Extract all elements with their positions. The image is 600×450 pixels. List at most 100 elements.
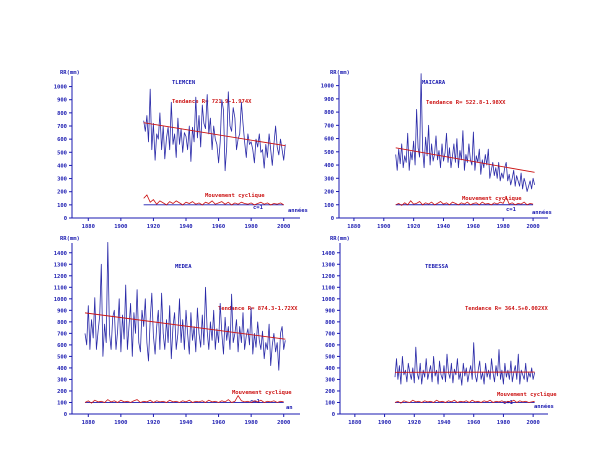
x-tick-label: 1920	[147, 420, 160, 426]
chart-medea: 0 100 200 300 400 500 600 700 800 900 1000 1100 1200…	[54, 236, 300, 426]
y-tick-label: 300	[57, 377, 67, 383]
y-tick-label: 1200	[322, 274, 335, 280]
cyclic-baseline-label: c=1	[253, 205, 264, 211]
cyclic-baseline-label: c=1	[506, 207, 517, 213]
trend-line	[84, 312, 286, 340]
x-tick-label: 1920	[147, 224, 160, 230]
y-tick-label: 200	[325, 389, 335, 395]
y-tick-label: 400	[324, 163, 334, 169]
chart-title: MEDEA	[175, 264, 192, 270]
y-tick-label: 0	[64, 412, 67, 418]
y-tick-label: 1000	[322, 297, 335, 303]
trend-label: Tendance R= 874.3-1.72XX	[218, 306, 298, 312]
y-tick-label: 400	[57, 163, 67, 169]
x-tick-label: 2000	[527, 420, 540, 426]
x-tick-label: 1940	[437, 224, 450, 230]
y-tick-label: 100	[324, 203, 334, 209]
y-tick-label: 1200	[54, 274, 67, 280]
series-line-rr	[143, 88, 286, 172]
x-tick-label: 1980	[245, 224, 258, 230]
trend-label: Tendance R= 522.8-1.98XX	[426, 100, 506, 106]
x-tick-label: 1900	[378, 420, 391, 426]
y-tick-label: 200	[57, 190, 67, 196]
trend-line	[395, 147, 535, 173]
x-tick-label: 2000	[277, 420, 290, 426]
cyclic-label: Mouvement cyclique	[462, 196, 522, 202]
y-tick-label: 200	[324, 190, 334, 196]
series-line-cyclic	[143, 194, 284, 206]
x-tick-label: 1900	[377, 224, 390, 230]
cyclic-label: Mouvement cyclique	[232, 390, 292, 396]
y-axis-label: RR(mm)	[330, 70, 350, 76]
x-tick-label: 1900	[114, 224, 127, 230]
x-tick-label: 1940	[437, 420, 450, 426]
x-tick-label: 2000	[526, 224, 539, 230]
y-tick-label: 900	[57, 98, 67, 104]
y-tick-label: 400	[325, 366, 335, 372]
y-tick-label: 700	[57, 124, 67, 130]
y-tick-label: 900	[324, 97, 334, 103]
x-tick-label: 1940	[179, 224, 192, 230]
x-tick-label: 1940	[179, 420, 192, 426]
y-tick-label: 1300	[322, 262, 335, 268]
series-line-cyclic	[395, 195, 534, 206]
y-tick-label: 1000	[321, 84, 334, 90]
x-tick-label: 1880	[348, 420, 361, 426]
y-tick-label: 1100	[322, 285, 335, 291]
x-axis-label: années	[534, 403, 554, 410]
y-tick-label: 700	[325, 331, 335, 337]
cyclic-baseline-label: c=1	[250, 399, 261, 405]
series-line-rr	[84, 241, 286, 371]
x-tick-label: 1880	[347, 224, 360, 230]
cyclic-label: Mouvement cyclique	[497, 392, 557, 398]
x-tick-label: 1920	[408, 420, 421, 426]
x-axis-label: années	[288, 207, 308, 214]
x-tick-label: 1960	[212, 420, 225, 426]
trend-label: Tendance R= 364.5+0.002XX	[465, 306, 548, 312]
chart-title: TLEMCEN	[172, 80, 195, 86]
chart-tebessa: 0 100 200 300 400 500 600 700 800 900 1000 1100 1200…	[322, 236, 558, 426]
y-tick-label: 500	[57, 354, 67, 360]
chart-title: TEBESSA	[425, 264, 449, 270]
y-tick-label: 100	[57, 400, 67, 406]
x-tick-label: 1960	[467, 420, 480, 426]
x-tick-label: 1900	[114, 420, 127, 426]
y-axis-label: RR(mm)	[60, 70, 80, 76]
y-tick-label: 100	[325, 400, 335, 406]
chart-tlemcen: 0 100 200 300 400 500 600 700 800 900 1000 1880 1900…	[54, 70, 308, 230]
y-tick-label: 1000	[54, 85, 67, 91]
y-tick-label: 500	[57, 150, 67, 156]
x-tick-label: 1960	[212, 224, 225, 230]
x-tick-label: 1980	[497, 224, 510, 230]
y-tick-label: 500	[325, 354, 335, 360]
trend-label: Tendance R= 721.9-1.974X	[172, 99, 252, 105]
chart-maicara: 0 100 200 300 400 500 600 700 800 900 1000 1880 1900…	[321, 70, 552, 230]
y-tick-label: 500	[324, 150, 334, 156]
y-tick-label: 200	[57, 389, 67, 395]
x-tick-label: 1880	[82, 420, 95, 426]
x-tick-label: 1920	[407, 224, 420, 230]
y-tick-label: 0	[64, 216, 67, 222]
x-tick-label: 2000	[277, 224, 290, 230]
y-tick-label: 800	[325, 320, 335, 326]
y-tick-label: 600	[324, 137, 334, 143]
chart-title: MAICARA	[422, 80, 446, 86]
y-tick-label: 1400	[322, 251, 335, 257]
y-tick-label: 300	[57, 177, 67, 183]
series-line-rr	[395, 73, 535, 192]
x-tick-label: 1980	[497, 420, 510, 426]
y-tick-label: 900	[57, 308, 67, 314]
y-tick-label: 600	[325, 343, 335, 349]
y-tick-label: 0	[332, 412, 335, 418]
x-tick-label: 1980	[245, 420, 258, 426]
x-tick-label: 1880	[82, 224, 95, 230]
cyclic-baseline-label: c=1	[503, 400, 514, 406]
x-axis-label: an	[286, 405, 293, 411]
y-tick-label: 1000	[54, 297, 67, 303]
y-axis-label: RR(mm)	[60, 236, 80, 242]
cyclic-label: Mouvement cyclique	[205, 193, 265, 199]
y-tick-label: 100	[57, 203, 67, 209]
y-tick-label: 600	[57, 343, 67, 349]
y-tick-label: 1100	[54, 285, 67, 291]
